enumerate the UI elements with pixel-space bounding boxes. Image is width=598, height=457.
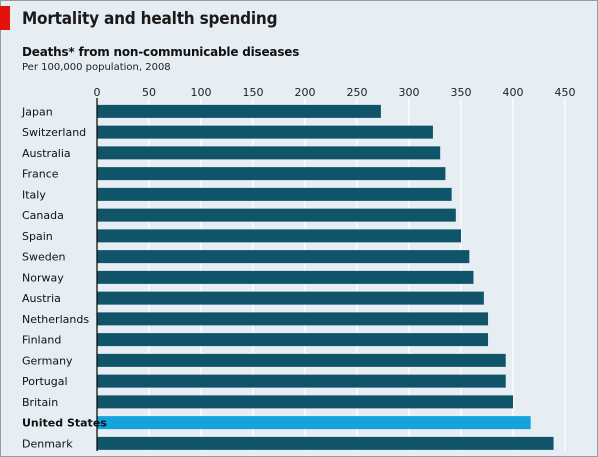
x-tick-label: 250	[347, 86, 368, 99]
category-label: Finland	[22, 334, 61, 347]
bar	[97, 125, 433, 139]
category-label: Denmark	[22, 437, 73, 450]
category-label: Japan	[21, 105, 53, 118]
x-tick-label: 100	[191, 86, 212, 99]
x-tick-label: 150	[243, 86, 264, 99]
category-label: United States	[22, 417, 107, 430]
category-label: Spain	[22, 230, 53, 243]
category-label: Germany	[22, 354, 73, 367]
bar	[97, 416, 531, 430]
bar	[97, 333, 489, 347]
x-tick-label: 350	[451, 86, 472, 99]
category-label: Norway	[22, 271, 64, 284]
chart-subtitle: Per 100,000 population, 2008	[22, 62, 171, 73]
bar	[97, 312, 489, 326]
category-label: Australia	[22, 147, 71, 160]
page-title: Mortality and health spending	[22, 9, 278, 29]
bar	[97, 229, 461, 243]
bar	[97, 436, 554, 450]
category-label: Britain	[22, 396, 58, 409]
category-label: France	[22, 168, 59, 181]
category-label: Netherlands	[22, 313, 89, 326]
bar	[97, 167, 446, 181]
bar	[97, 104, 381, 118]
x-tick-label: 300	[399, 86, 420, 99]
brand-accent-bar	[0, 6, 10, 30]
bar	[97, 187, 452, 201]
x-tick-label: 50	[142, 86, 156, 99]
x-tick-label: 450	[555, 86, 576, 99]
x-tick-label: 400	[503, 86, 524, 99]
bar	[97, 208, 456, 222]
x-tick-label: 200	[295, 86, 316, 99]
category-label: Switzerland	[22, 126, 86, 139]
category-label: Sweden	[22, 251, 65, 264]
bar	[97, 250, 470, 264]
bar	[97, 374, 506, 388]
bar	[97, 395, 513, 409]
x-tick-label: 0	[94, 86, 101, 99]
category-label: Austria	[22, 292, 61, 305]
bar	[97, 146, 441, 160]
bar	[97, 291, 484, 305]
chart-title: Deaths* from non-communicable diseases	[22, 45, 300, 59]
category-label: Canada	[22, 209, 64, 222]
bar	[97, 353, 506, 367]
category-label: Portugal	[22, 375, 68, 388]
category-label: Italy	[22, 188, 46, 201]
bar	[97, 270, 474, 284]
